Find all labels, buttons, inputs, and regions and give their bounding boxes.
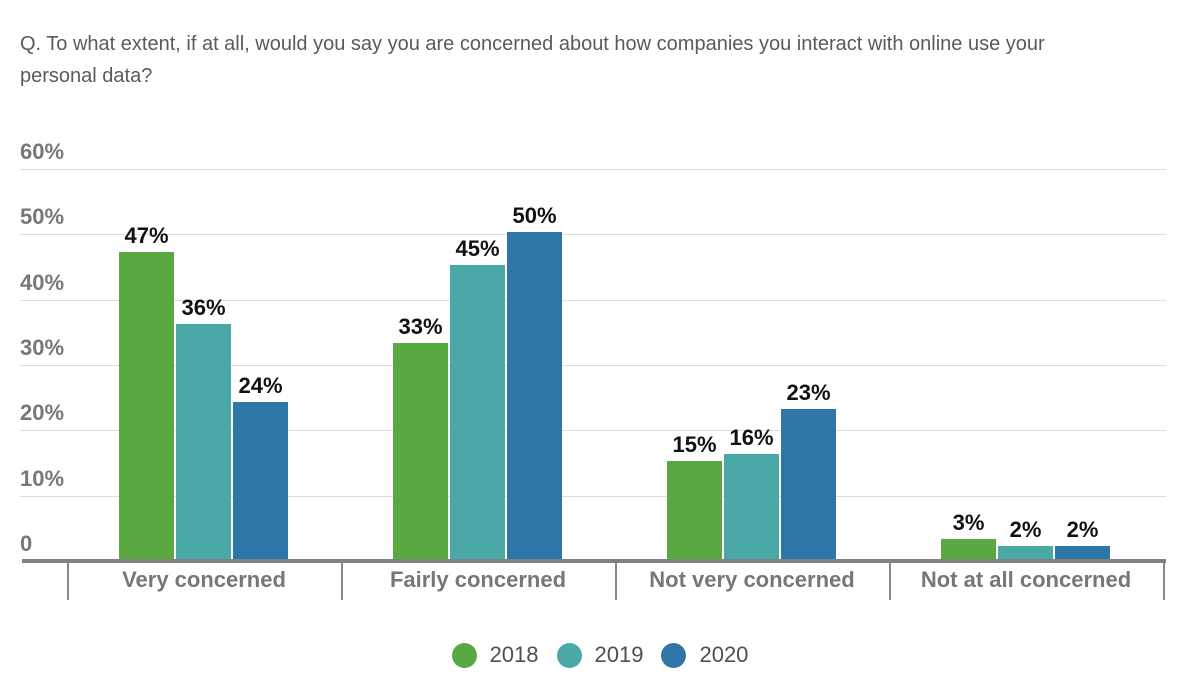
value-label-2018-not-very-concerned: 15% xyxy=(672,432,717,458)
value-label-2020-very-concerned: 24% xyxy=(238,373,283,399)
x-axis-tick-2 xyxy=(615,563,617,600)
x-axis-tick-1 xyxy=(341,563,343,600)
bar-2018-not-very-concerned[interactable] xyxy=(667,461,722,559)
bar-2020-very-concerned[interactable] xyxy=(233,402,288,559)
legend-item-2020[interactable]: 2020 xyxy=(661,641,748,669)
bar-2019-fairly-concerned[interactable] xyxy=(450,265,505,559)
chart-question-title: Q. To what extent, if at all, would you … xyxy=(20,33,1045,87)
legend-item-2018[interactable]: 2018 xyxy=(451,641,539,669)
category-label-not-at-all-concerned: Not at all concerned xyxy=(920,567,1132,592)
y-axis-label-50: 50% xyxy=(20,204,65,230)
value-label-2019-fairly-concerned: 45% xyxy=(455,236,500,262)
gridline-50 xyxy=(20,234,1166,236)
legend-dot-2018 xyxy=(451,642,477,668)
bar-2019-very-concerned[interactable] xyxy=(176,323,231,559)
value-label-2018-very-concerned: 47% xyxy=(124,222,169,248)
bar-2020-not-very-concerned[interactable] xyxy=(781,408,836,559)
gridline-40 xyxy=(20,299,1166,301)
y-axis-label-60: 60% xyxy=(20,139,65,165)
value-label-2019-very-concerned: 36% xyxy=(181,294,226,320)
bar-2018-very-concerned[interactable] xyxy=(119,251,174,559)
y-axis-label-10: 10% xyxy=(20,465,65,491)
legend-dot-2020 xyxy=(661,642,687,668)
x-axis-tick-3 xyxy=(889,563,891,600)
x-axis-tick-0 xyxy=(67,563,69,600)
y-axis-label-20: 20% xyxy=(20,400,65,426)
x-axis-tick-4 xyxy=(1163,563,1165,600)
value-label-2019-not-at-all-concerned: 2% xyxy=(1009,516,1042,542)
category-label-not-very-concerned: Not very concerned xyxy=(649,567,855,592)
y-axis-label-40: 40% xyxy=(20,269,65,295)
category-label-very-concerned: Very concerned xyxy=(122,567,286,592)
value-label-2018-not-at-all-concerned: 3% xyxy=(952,510,985,536)
bar-2020-fairly-concerned[interactable] xyxy=(507,232,562,559)
gridline-30 xyxy=(20,365,1166,366)
gridline-60 xyxy=(20,169,1166,171)
gridline-10 xyxy=(20,495,1166,497)
value-label-2020-fairly-concerned: 50% xyxy=(512,203,557,229)
bar-2020-not-at-all-concerned[interactable] xyxy=(1055,545,1110,559)
chart-legend: 2018 2019 2020 xyxy=(0,641,1200,669)
gridline-20 xyxy=(20,430,1166,432)
bar-2019-not-very-concerned[interactable] xyxy=(724,454,779,559)
legend-dot-2019 xyxy=(556,642,582,668)
value-label-2018-fairly-concerned: 33% xyxy=(398,314,443,340)
category-label-fairly-concerned: Fairly concerned xyxy=(389,567,567,592)
bar-2018-fairly-concerned[interactable] xyxy=(393,343,448,559)
x-axis-line xyxy=(22,559,1166,563)
legend-label-2020: 2020 xyxy=(699,642,749,667)
value-label-2020-not-at-all-concerned: 2% xyxy=(1066,516,1099,542)
legend-label-2019: 2019 xyxy=(594,642,644,667)
legend-item-2019[interactable]: 2019 xyxy=(556,641,644,669)
y-axis-label-30: 30% xyxy=(20,335,65,361)
value-label-2019-not-very-concerned: 16% xyxy=(729,425,774,451)
bar-2018-not-at-all-concerned[interactable] xyxy=(941,539,996,559)
legend-label-2018: 2018 xyxy=(489,642,539,667)
value-label-2020-not-very-concerned: 23% xyxy=(786,379,831,405)
bar-2019-not-at-all-concerned[interactable] xyxy=(998,545,1053,559)
y-axis-label-0: 0 xyxy=(20,531,33,556)
